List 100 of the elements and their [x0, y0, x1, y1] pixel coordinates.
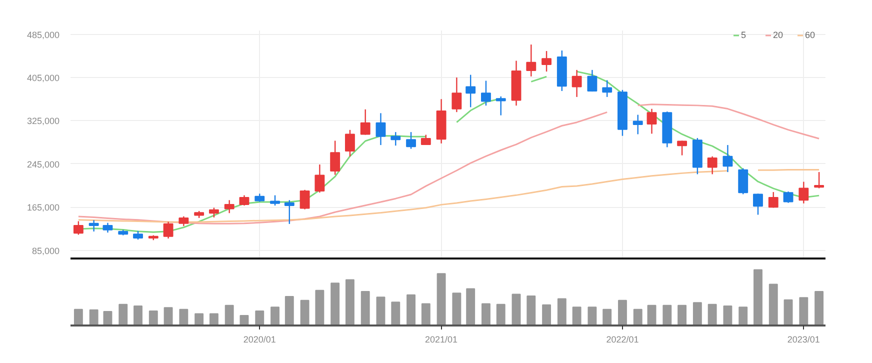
candlestick: [163, 221, 174, 240]
candlestick: [481, 80, 491, 106]
bar: [784, 299, 793, 326]
candlestick: [526, 44, 536, 78]
candlestick: [314, 164, 325, 194]
bar: [164, 307, 173, 326]
bar: [452, 292, 462, 326]
bar: [496, 304, 506, 326]
bar: [647, 304, 656, 326]
bar: [542, 304, 552, 326]
bar: [572, 306, 582, 326]
candlestick: [646, 108, 657, 134]
legend-label: 20: [773, 30, 784, 40]
y-tick-label: 405,000: [26, 73, 60, 84]
bar: [557, 298, 566, 326]
bar: [315, 290, 324, 326]
bar: [89, 309, 98, 326]
candlestick: [284, 200, 294, 225]
bar: [194, 313, 204, 326]
candlestick: [768, 191, 778, 208]
candlestick: [88, 220, 99, 232]
candlestick: [572, 69, 582, 98]
candlestick: [738, 168, 748, 195]
candlestick: [390, 131, 401, 146]
x-tick-label: 2020/01: [243, 334, 276, 344]
bar: [406, 294, 416, 326]
bar: [179, 308, 188, 326]
candlestick: [270, 194, 280, 206]
bar: [134, 305, 142, 326]
bar: [618, 300, 627, 326]
candlestick: [798, 181, 809, 204]
candlestick: [814, 171, 824, 189]
legend-label: 5: [741, 30, 748, 40]
candlestick: [178, 216, 189, 227]
candlestick: [753, 193, 763, 216]
bar: [376, 296, 386, 326]
candlestick: [376, 112, 386, 146]
bar: [768, 284, 778, 326]
bar: [284, 296, 294, 326]
bar: [602, 308, 612, 326]
candlestick: [224, 200, 234, 214]
y-tick-label: 245,000: [26, 159, 60, 170]
x-tick-label: 2021/01: [425, 334, 458, 344]
bar: [738, 306, 748, 326]
bar: [799, 297, 808, 326]
bar: [482, 303, 490, 326]
bar: [662, 304, 672, 326]
candlestick: [73, 220, 84, 236]
y-tick-label: 165,000: [26, 202, 60, 213]
y-tick-label: 485,000: [26, 30, 60, 40]
candlestick: [239, 194, 250, 206]
bar: [588, 306, 597, 326]
candlestick: [466, 74, 476, 108]
candlestick: [208, 207, 219, 218]
bar: [692, 302, 702, 326]
bar: [345, 279, 354, 326]
bar: [526, 295, 536, 326]
candlestick: [406, 131, 416, 150]
candlestick: [632, 114, 643, 135]
candlestick: [783, 190, 794, 204]
bar: [330, 282, 340, 326]
bar: [436, 273, 446, 326]
x-tick-label: 2022/01: [606, 334, 639, 344]
bar: [678, 304, 687, 326]
bar: [421, 303, 430, 326]
x-tick-label: 2023/01: [787, 334, 820, 344]
candlestick: [300, 189, 310, 210]
bar: [148, 310, 158, 326]
bar: [391, 302, 400, 326]
candlestick: [102, 222, 113, 234]
candlestick: [602, 80, 612, 98]
bar: [360, 290, 370, 326]
bar: [118, 304, 128, 326]
bar: [466, 288, 476, 326]
candlestick: [707, 156, 718, 175]
bar: [723, 305, 732, 326]
bar: [754, 269, 762, 326]
y-tick-label: 85,000: [32, 246, 60, 256]
bar: [633, 308, 642, 326]
bar: [255, 310, 264, 326]
candlestick: [496, 96, 506, 116]
candlestick: [420, 134, 431, 146]
bar: [814, 290, 824, 326]
legend-label: 60: [805, 30, 816, 40]
candlestick: [542, 50, 552, 72]
candlestick: [330, 140, 340, 176]
candlestick: [677, 140, 688, 156]
bar: [209, 313, 218, 326]
bar: [512, 294, 521, 326]
bar: [708, 304, 717, 326]
bar: [224, 304, 234, 326]
candlestick: [452, 76, 462, 113]
bar: [300, 300, 310, 326]
bar: [270, 306, 280, 326]
candlestick: [344, 129, 355, 157]
candlestick: [360, 108, 370, 136]
bar: [74, 308, 83, 326]
candlestick: [587, 69, 598, 92]
candlestick: [722, 144, 733, 173]
y-tick-label: 325,000: [26, 116, 60, 126]
